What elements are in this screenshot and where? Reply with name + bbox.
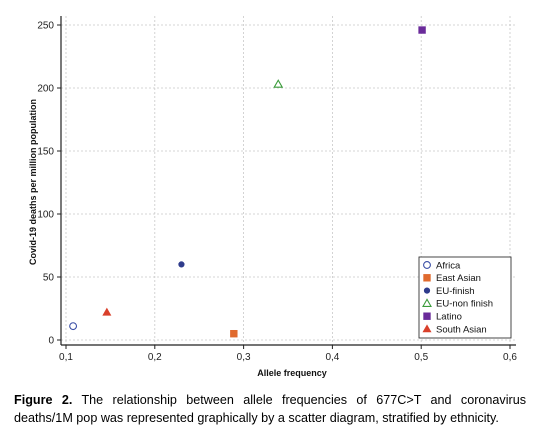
grid-lines bbox=[61, 16, 516, 345]
figure-caption: Figure 2. The relationship between allel… bbox=[14, 391, 526, 427]
x-tick-label-5: 0,6 bbox=[503, 352, 517, 363]
x-tick-label-3: 0,4 bbox=[325, 352, 339, 363]
y-tick-label-1: 50 bbox=[43, 273, 55, 284]
y-tick-label-3: 150 bbox=[37, 147, 54, 158]
data-point-east-asian bbox=[230, 329, 238, 338]
x-tick-label-1: 0,2 bbox=[148, 352, 162, 363]
data-point-eu-finish bbox=[178, 261, 185, 268]
legend-label-eu-non-finish: EU-non finish bbox=[436, 299, 493, 310]
tick-labels: 0,1 0,2 0,3 0,4 0,5 0,6 0 50 100 150 200 250 bbox=[37, 21, 517, 364]
y-tick-label-4: 200 bbox=[37, 84, 54, 95]
x-tick-label-4: 0,5 bbox=[414, 352, 428, 363]
data-point-eu-non-finish bbox=[273, 79, 284, 88]
legend-marker-eu-finish bbox=[423, 287, 431, 294]
x-tick-label-0: 0,1 bbox=[59, 352, 73, 363]
data-point-south-asian bbox=[102, 307, 112, 316]
data-points bbox=[69, 26, 426, 338]
legend-label-eu-finish: EU-finish bbox=[436, 286, 475, 297]
legend-box bbox=[418, 256, 512, 339]
x-axis-label: Allele frequency bbox=[257, 368, 327, 378]
legend-marker-latino bbox=[423, 312, 431, 320]
legend-marker-eu-non-finish bbox=[422, 298, 432, 307]
y-axis-label: Covid-19 deaths per million population bbox=[28, 99, 38, 265]
data-point-africa bbox=[69, 322, 78, 331]
legend-label-latino: Latino bbox=[436, 312, 462, 323]
y-tick-label-5: 250 bbox=[37, 21, 54, 32]
legend-marker-africa bbox=[423, 261, 431, 269]
figure-caption-text: The relationship between allele frequenc… bbox=[14, 393, 527, 425]
axes bbox=[60, 16, 516, 346]
data-point-latino bbox=[418, 26, 426, 34]
legend-label-south-asian: South Asian bbox=[436, 324, 487, 335]
x-tick-label-2: 0,3 bbox=[237, 352, 251, 363]
legend-marker-east-asian bbox=[423, 274, 431, 282]
legend: Africa East Asian EU-finish EU-non finish La… bbox=[418, 256, 512, 339]
figure-label: Figure 2. bbox=[14, 393, 73, 407]
y-tick-label-0: 0 bbox=[48, 336, 54, 347]
legend-marker-south-asian bbox=[422, 324, 432, 333]
legend-label-east-asian: East Asian bbox=[436, 273, 481, 284]
legend-label-africa: Africa bbox=[436, 260, 461, 271]
scatter-chart: 0,1 0,2 0,3 0,4 0,5 0,6 0 50 100 150 200 250 Allele… bbox=[28, 16, 517, 378]
y-tick-label-2: 100 bbox=[37, 210, 54, 221]
